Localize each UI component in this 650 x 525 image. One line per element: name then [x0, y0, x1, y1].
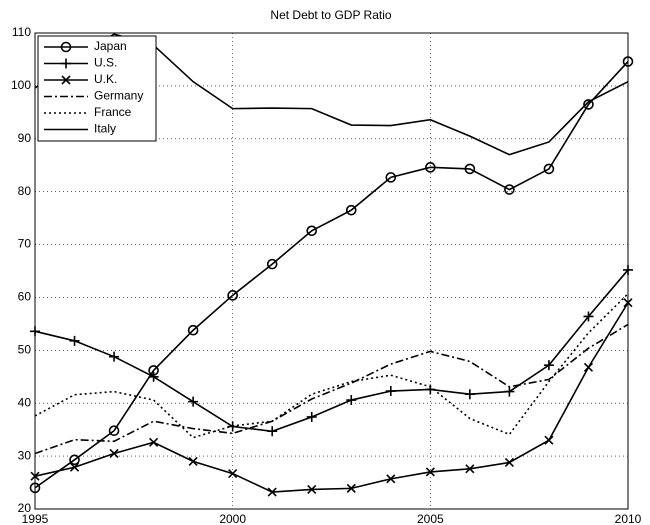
- series-line: [34, 269, 629, 433]
- marker: [425, 467, 435, 477]
- marker: [504, 386, 515, 397]
- marker: [29, 482, 41, 494]
- marker: [227, 290, 238, 301]
- series-line: [34, 323, 629, 455]
- marker: [267, 426, 278, 437]
- x-tick-label: 2000: [219, 512, 246, 525]
- marker: [148, 371, 159, 382]
- y-tick-label: 40: [18, 395, 32, 409]
- y-tick-label: 50: [18, 343, 32, 357]
- y-tick-label: 70: [18, 237, 32, 251]
- marker: [504, 184, 515, 195]
- y-tick-label: 20: [18, 501, 32, 515]
- legend-label: Germany: [94, 89, 143, 103]
- marker: [149, 437, 159, 447]
- marker: [464, 163, 476, 175]
- series-line: [34, 302, 629, 493]
- marker: [61, 58, 71, 69]
- marker: [109, 448, 119, 459]
- marker: [267, 487, 277, 497]
- marker: [108, 425, 120, 437]
- marker: [346, 483, 356, 493]
- marker: [623, 298, 633, 308]
- legend-label: U.K.: [94, 72, 117, 86]
- y-tick-label: 100: [11, 78, 31, 92]
- marker: [425, 162, 436, 173]
- marker: [69, 335, 80, 346]
- marker: [622, 56, 634, 67]
- legend-label: U.S.: [94, 56, 117, 70]
- marker: [306, 225, 318, 237]
- legend-label: Italy: [94, 122, 116, 136]
- series-line: [34, 61, 629, 489]
- marker: [30, 471, 40, 481]
- marker: [583, 99, 594, 110]
- marker: [30, 326, 40, 337]
- marker: [69, 462, 80, 472]
- marker: [188, 396, 199, 407]
- marker: [543, 360, 554, 371]
- marker: [345, 204, 357, 216]
- x-tick-label: 2005: [417, 512, 444, 525]
- y-tick-label: 110: [12, 25, 31, 39]
- legend-label: Japan: [94, 39, 127, 53]
- legend-box: [37, 35, 157, 142]
- marker: [465, 464, 475, 474]
- marker: [385, 172, 397, 183]
- marker: [228, 468, 238, 479]
- marker: [187, 324, 199, 336]
- y-tick-label: 90: [18, 131, 32, 145]
- y-tick-label: 30: [18, 448, 32, 462]
- marker: [583, 362, 594, 372]
- marker: [188, 456, 198, 466]
- chart-title: Net Debt to GDP Ratio: [270, 8, 391, 22]
- marker: [307, 484, 317, 494]
- marker: [60, 41, 72, 53]
- marker: [346, 395, 357, 406]
- marker: [109, 351, 120, 362]
- x-tick-label: 2010: [615, 512, 642, 525]
- marker: [504, 457, 514, 468]
- marker: [69, 454, 80, 466]
- legend-label: France: [94, 105, 132, 119]
- marker: [386, 474, 396, 484]
- y-tick-label: 60: [18, 290, 32, 304]
- y-tick-label: 80: [18, 184, 32, 198]
- marker: [543, 163, 555, 175]
- marker: [306, 411, 317, 422]
- marker: [266, 258, 278, 270]
- marker: [544, 435, 554, 445]
- marker: [464, 389, 475, 400]
- marker: [623, 264, 633, 275]
- x-tick-label: 1995: [22, 512, 49, 525]
- marker: [61, 75, 71, 85]
- marker: [385, 386, 396, 397]
- marker: [583, 311, 594, 322]
